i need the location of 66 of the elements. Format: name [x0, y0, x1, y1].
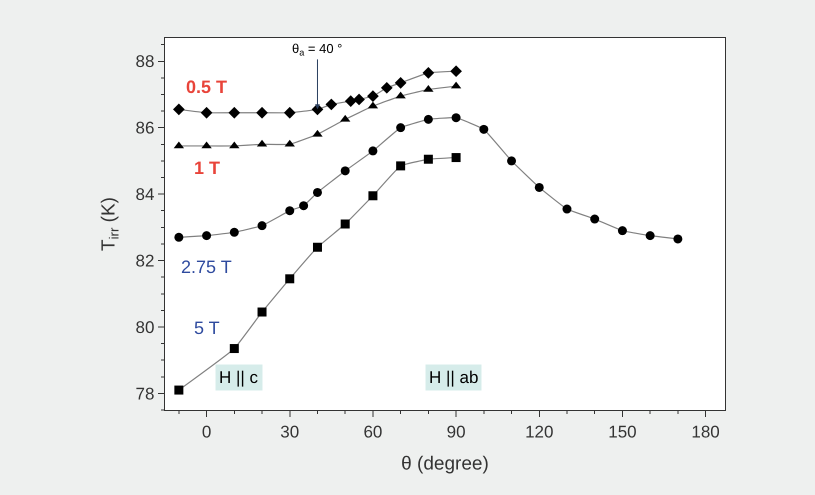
- point: [380, 82, 393, 94]
- x-tick-label: 150: [608, 422, 637, 442]
- point: [174, 386, 184, 395]
- point: [174, 232, 184, 242]
- point: [202, 231, 212, 240]
- point: [396, 161, 406, 170]
- annotation: H || c: [219, 368, 259, 387]
- series-label: 2.75 T: [181, 257, 232, 277]
- point: [312, 188, 322, 197]
- point: [312, 242, 322, 252]
- point: [353, 94, 365, 106]
- y-tick-label: 84: [136, 185, 154, 204]
- point: [368, 146, 378, 156]
- y-tick-label: 88: [136, 52, 154, 72]
- point: [173, 104, 185, 116]
- point: [258, 308, 267, 317]
- x-tick-label: 120: [525, 422, 554, 442]
- x-tick-label: 0: [202, 422, 212, 442]
- annotation: θ$_{a}$ = 40 °: [292, 41, 342, 58]
- x-tick-label: 60: [363, 422, 382, 442]
- point: [285, 206, 294, 216]
- point: [479, 124, 488, 134]
- x-tick-label: 90: [446, 422, 466, 442]
- annotation: H || ab: [429, 368, 478, 387]
- y-tick-label: 78: [136, 384, 154, 404]
- point: [452, 113, 461, 122]
- point: [367, 90, 379, 102]
- point: [230, 228, 239, 237]
- point: [368, 191, 378, 200]
- point: [299, 201, 308, 210]
- point: [452, 153, 461, 162]
- point: [258, 221, 267, 230]
- point: [200, 106, 212, 119]
- x-axis-title: θ (degree): [401, 453, 489, 474]
- series-label: 0.5 T: [186, 77, 228, 97]
- y-tick-label: 82: [136, 251, 154, 270]
- point: [344, 95, 357, 107]
- point: [673, 234, 682, 244]
- point: [618, 226, 627, 236]
- point: [534, 182, 544, 192]
- series-label: 1 T: [194, 158, 220, 178]
- point: [422, 67, 434, 79]
- point: [285, 274, 294, 284]
- point: [340, 166, 350, 176]
- point: [340, 114, 350, 122]
- point: [284, 140, 295, 147]
- x-tick-label: 30: [280, 422, 300, 442]
- point: [424, 154, 433, 164]
- point: [340, 220, 350, 228]
- point: [256, 106, 268, 119]
- point: [590, 214, 600, 224]
- point: [284, 106, 296, 119]
- point: [424, 114, 433, 124]
- point: [394, 76, 406, 89]
- point: [507, 156, 516, 166]
- series-label: 5 T: [194, 318, 220, 338]
- point: [562, 204, 572, 214]
- y-tick-label: 80: [136, 318, 154, 337]
- point: [450, 65, 462, 78]
- point: [646, 231, 655, 240]
- y-tick-label: 86: [136, 118, 154, 138]
- x-tick-label: 180: [691, 422, 720, 442]
- point: [228, 106, 240, 119]
- point: [230, 344, 239, 354]
- point: [396, 123, 406, 132]
- point: [325, 98, 338, 110]
